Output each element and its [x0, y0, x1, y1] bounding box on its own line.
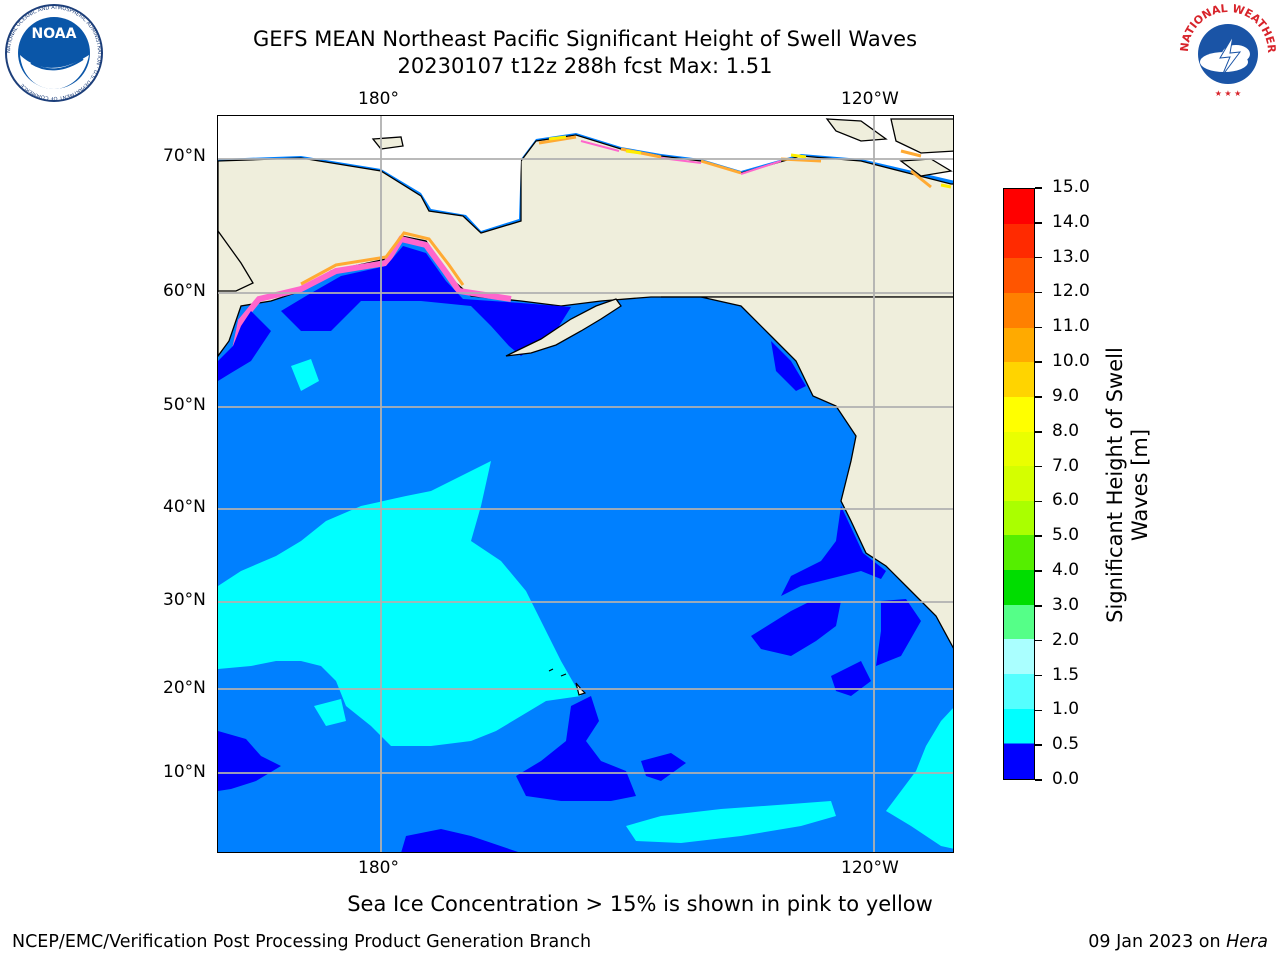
swell-mid-se [886, 708, 953, 849]
colorbar-tick [1035, 222, 1042, 224]
colorbar-segment [1004, 223, 1034, 259]
lat-tick-50n: 50°N [163, 395, 206, 415]
swell-low-sw [218, 731, 519, 852]
footer-host: Hera [1226, 932, 1268, 952]
colorbar-label: 14.0 [1052, 211, 1090, 232]
colorbar-tick [1035, 709, 1042, 712]
lat-tick-10n: 10°N [163, 762, 206, 782]
colorbar-segment [1004, 362, 1034, 398]
swell-mid-sw [314, 699, 346, 726]
colorbar-title: Significant Height of Swell Waves [m] [1103, 347, 1152, 623]
footer-credit: NCEP/EMC/Verification Post Processing Pr… [12, 932, 592, 952]
sea-ice-orange [300, 231, 465, 286]
map-grid [218, 116, 953, 852]
land-alaska-peninsula [505, 298, 622, 357]
colorbar-segment [1004, 708, 1034, 744]
colorbar-segment [1004, 396, 1034, 433]
colorbar-tick [1035, 396, 1042, 398]
colorbar-segment [1004, 292, 1034, 329]
colorbar-tick [1035, 535, 1042, 537]
map-panel [217, 115, 954, 853]
colorbar-label: 7.0 [1052, 455, 1080, 476]
swell-low-coast [771, 341, 921, 666]
colorbar-tick [1035, 465, 1042, 468]
chart-title-line2: 20230107 t12z 288h fcst Max: 1.51 [397, 54, 773, 78]
colorbar-tick [1035, 431, 1042, 433]
lat-tick-70n: 70°N [163, 146, 206, 166]
colorbar-label: 0.0 [1052, 769, 1080, 789]
colorbar-tick [1035, 605, 1042, 607]
colorbar-segment [1004, 327, 1034, 363]
land-hawaii [548, 668, 587, 696]
colorbar-segment [1004, 639, 1034, 675]
chart-title-line1: GEFS MEAN Northeast Pacific Significant … [252, 27, 918, 51]
colorbar-label: 5.0 [1052, 525, 1080, 546]
colorbar-label: 1.5 [1052, 664, 1080, 685]
noaa-logo-text: NOAA [32, 26, 77, 42]
colorbar-segment [1004, 500, 1034, 536]
colorbar-segment [1004, 431, 1034, 467]
sea-ice-note: Sea Ice Concentration > 15% is shown in … [347, 892, 933, 916]
colorbar-label: 13.0 [1052, 246, 1090, 267]
land-north-america [661, 296, 953, 649]
noaa-logo: NATIONAL OCEANIC AND ATMOSPHERIC ADMINIS… [5, 4, 103, 102]
swell-low-bering [281, 246, 571, 356]
colorbar-label: 1.0 [1052, 699, 1080, 720]
colorbar-label: 8.0 [1052, 420, 1080, 441]
land-kamchatka [218, 229, 254, 292]
swell-low-offshore [751, 601, 871, 696]
lat-tick-40n: 40°N [163, 497, 206, 517]
colorbar-tick [1035, 779, 1042, 781]
colorbar-segment [1004, 570, 1034, 606]
colorbar-segment [1004, 674, 1034, 710]
colorbar-tick [1035, 326, 1042, 329]
colorbar-segment [1004, 258, 1034, 294]
swell-low-hawaii [516, 696, 686, 801]
lon-tick-top-120w: 120°W [841, 89, 899, 109]
colorbar-label: 6.0 [1052, 490, 1080, 511]
colorbar-label: 0.5 [1052, 734, 1080, 755]
colorbar-tick [1035, 500, 1042, 503]
colorbar-tick [1035, 744, 1042, 746]
swell-low-west [218, 311, 271, 381]
lat-tick-60n: 60°N [163, 281, 206, 301]
swell-mid-central [218, 461, 581, 746]
swell-mid-north [291, 359, 319, 391]
lon-tick-bottom-180: 180° [358, 858, 399, 878]
colorbar-label: 10.0 [1052, 351, 1090, 372]
colorbar-tick [1035, 187, 1042, 189]
colorbar-segment [1004, 744, 1034, 779]
lat-tick-20n: 20°N [163, 678, 206, 698]
sea-ice-north-yellow [548, 135, 952, 189]
lat-tick-30n: 30°N [163, 590, 206, 610]
colorbar-tick [1035, 361, 1042, 363]
svg-text:★ ★ ★: ★ ★ ★ [1215, 89, 1242, 98]
footer-date: 09 Jan 2023 on Hera [1088, 932, 1268, 952]
colorbar-segment [1004, 189, 1034, 225]
lon-tick-top-180: 180° [358, 89, 399, 109]
colorbar-label: 3.0 [1052, 594, 1080, 615]
lon-tick-bottom-120w: 120°W [841, 858, 899, 878]
colorbar-label: 9.0 [1052, 385, 1080, 406]
colorbar [1003, 188, 1035, 780]
sea-ice-pink [230, 235, 512, 360]
swell-mid-south [626, 801, 836, 843]
colorbar-label: 2.0 [1052, 629, 1080, 650]
colorbar-tick [1035, 291, 1042, 294]
colorbar-segment [1004, 466, 1034, 502]
colorbar-segment [1004, 604, 1034, 640]
colorbar-label: 12.0 [1052, 281, 1090, 302]
nws-logo: NATIONAL WEATHER SERVICE ★ ★ ★ [1178, 2, 1278, 99]
map-svg [218, 116, 953, 852]
colorbar-label: 4.0 [1052, 560, 1080, 581]
colorbar-label: 11.0 [1052, 316, 1090, 337]
colorbar-tick [1035, 674, 1042, 677]
footer-date-text: 09 Jan 2023 on [1088, 932, 1227, 952]
colorbar-tick [1035, 570, 1042, 572]
colorbar-tick [1035, 256, 1042, 259]
colorbar-label: 15.0 [1052, 177, 1090, 197]
colorbar-tick [1035, 639, 1042, 642]
colorbar-segment [1004, 535, 1034, 571]
